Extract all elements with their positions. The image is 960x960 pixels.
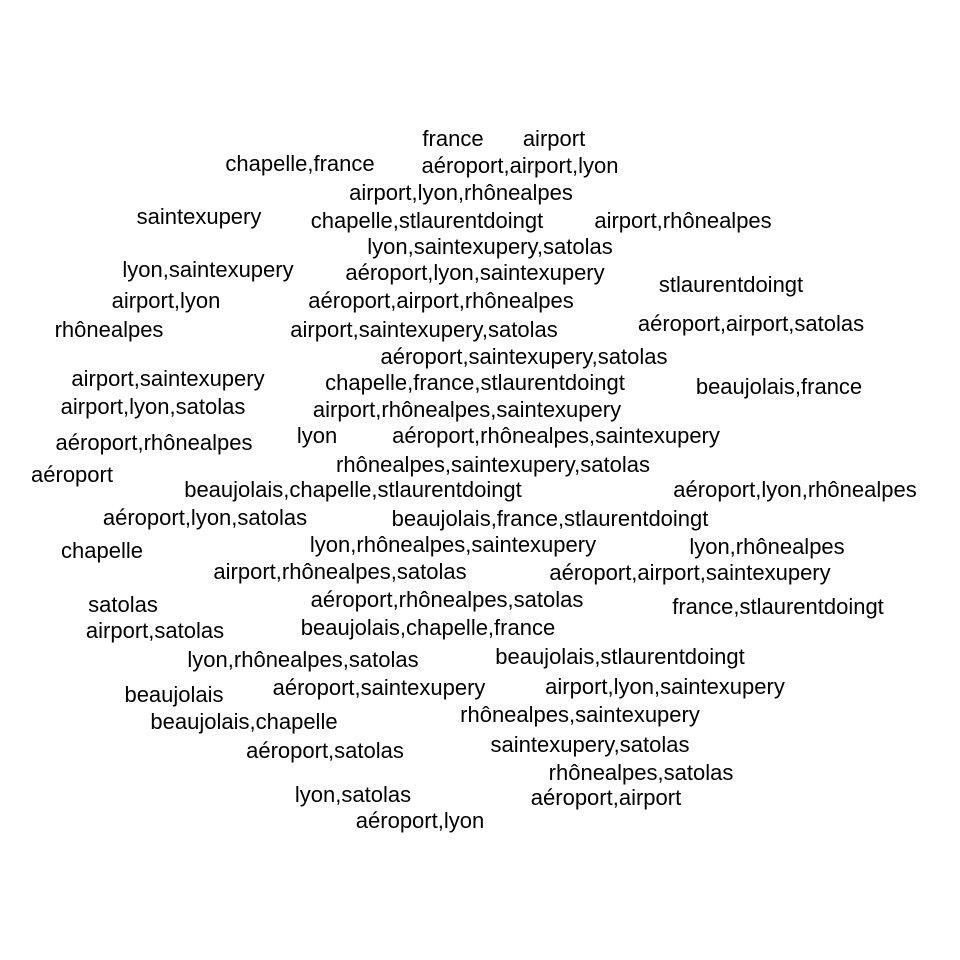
term-airport-lyon: airport,lyon <box>111 288 221 313</box>
term-aeroport-airport-rhonealpes: aéroport,airport,rhônealpes <box>308 288 574 313</box>
term-aeroport: aéroport <box>31 462 113 487</box>
term-rhonealpes: rhônealpes <box>54 317 164 342</box>
term-france-stlaurentdoingt: france,stlaurentdoingt <box>672 594 884 619</box>
term-aeroport-rhonealpes-saintexupery: aéroport,rhônealpes,saintexupery <box>392 423 720 448</box>
term-airport-satolas: airport,satolas <box>85 618 225 643</box>
term-saintexupery: saintexupery <box>136 204 262 229</box>
term-satolas: satolas <box>88 592 158 617</box>
term-lyon-rhonealpes-satolas: lyon,rhônealpes,satolas <box>187 647 419 672</box>
term-beaujolais-france-stlaurentdoingt: beaujolais,france,stlaurentdoingt <box>391 506 709 531</box>
term-beaujolais-france: beaujolais,france <box>695 374 863 399</box>
term-aeroport-saintexupery-satolas: aéroport,saintexupery,satolas <box>380 344 668 369</box>
term-airport-lyon-rhonealpes: airport,lyon,rhônealpes <box>349 180 573 205</box>
term-aeroport-lyon-satolas: aéroport,lyon,satolas <box>102 505 308 530</box>
term-chapelle-stlaurentdoingt: chapelle,stlaurentdoingt <box>310 208 544 233</box>
term-rhonealpes-saintexupery: rhônealpes,saintexupery <box>460 702 700 727</box>
term-rhonealpes-saintexupery-satolas: rhônealpes,saintexupery,satolas <box>336 452 650 477</box>
term-lyon-saintexupery: lyon,saintexupery <box>122 257 294 282</box>
term-airport-lyon-saintexupery: airport,lyon,saintexupery <box>545 674 785 699</box>
term-aeroport-saintexupery: aéroport,saintexupery <box>272 675 486 700</box>
term-beaujolais-chapelle: beaujolais,chapelle <box>150 709 338 734</box>
term-lyon: lyon <box>296 423 338 448</box>
term-airport-rhonealpes-satolas: airport,rhônealpes,satolas <box>213 559 467 584</box>
term-beaujolais-stlaurentdoingt: beaujolais,stlaurentdoingt <box>495 644 745 669</box>
term-rhonealpes-satolas: rhônealpes,satolas <box>548 760 734 785</box>
term-aeroport-satolas: aéroport,satolas <box>246 738 404 763</box>
term-aeroport-airport-satolas: aéroport,airport,satolas <box>637 311 865 336</box>
term-lyon-saintexupery-satolas: lyon,saintexupery,satolas <box>367 234 613 259</box>
term-airport-lyon-satolas: airport,lyon,satolas <box>60 394 246 419</box>
term-lyon-rhonealpes: lyon,rhônealpes <box>689 534 845 559</box>
term-beaujolais-chapelle-stlaurentdoingt: beaujolais,chapelle,stlaurentdoingt <box>184 477 522 502</box>
term-france: france <box>422 126 484 151</box>
term-stlaurentdoingt: stlaurentdoingt <box>658 272 804 297</box>
term-airport-saintexupery: airport,saintexupery <box>71 366 265 391</box>
term-aeroport-airport-saintexupery: aéroport,airport,saintexupery <box>549 560 831 585</box>
term-lyon-rhonealpes-saintexupery: lyon,rhônealpes,saintexupery <box>309 532 597 557</box>
term-beaujolais-chapelle-france: beaujolais,chapelle,france <box>300 615 556 640</box>
term-lyon-satolas: lyon,satolas <box>294 782 412 807</box>
term-beaujolais: beaujolais <box>124 682 224 707</box>
term-aeroport-rhonealpes: aéroport,rhônealpes <box>55 430 253 455</box>
term-aeroport-airport-lyon: aéroport,airport,lyon <box>421 153 619 178</box>
term-airport: airport <box>522 126 586 151</box>
term-chapelle-france-stlaurentdoingt: chapelle,france,stlaurentdoingt <box>325 370 625 395</box>
term-chapelle-france: chapelle,france <box>225 151 375 176</box>
term-aeroport-lyon-rhonealpes: aéroport,lyon,rhônealpes <box>673 477 917 502</box>
term-aeroport-rhonealpes-satolas: aéroport,rhônealpes,satolas <box>310 587 584 612</box>
term-saintexupery-satolas: saintexupery,satolas <box>490 732 690 757</box>
term-aeroport-lyon: aéroport,lyon <box>355 808 485 833</box>
term-airport-rhonealpes-saintexupery: airport,rhônealpes,saintexupery <box>312 397 622 422</box>
term-aeroport-airport: aéroport,airport <box>530 785 682 810</box>
term-aeroport-lyon-saintexupery: aéroport,lyon,saintexupery <box>345 260 605 285</box>
term-airport-saintexupery-satolas: airport,saintexupery,satolas <box>290 317 558 342</box>
term-chapelle: chapelle <box>61 538 143 563</box>
term-airport-rhonealpes: airport,rhônealpes <box>594 208 772 233</box>
